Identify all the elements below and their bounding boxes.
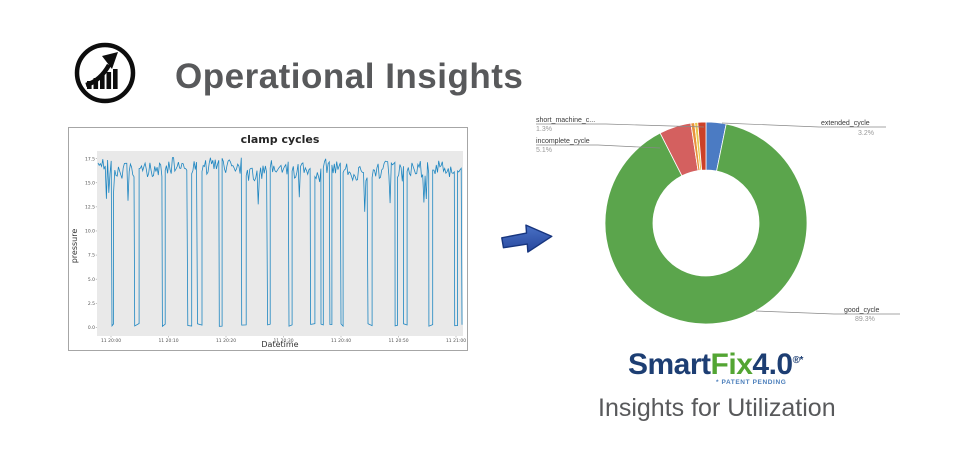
leader-line-good <box>755 310 900 315</box>
cycle-utilization-donut-chart: short_machine_c... 1.3% incomplete_cycle… <box>528 110 958 350</box>
label-extended-cycle: extended_cycle <box>821 120 870 127</box>
leader-line-short-machine <box>536 123 705 128</box>
leader-line-incomplete <box>536 144 661 149</box>
smartfix-logo: SmartFix4.0®* <box>628 348 803 382</box>
svg-text:10.0: 10.0 <box>85 229 95 235</box>
svg-text:7.5: 7.5 <box>88 253 95 259</box>
patent-pending-note: * PATENT PENDING <box>716 379 787 386</box>
svg-text:11 20:20: 11 20:20 <box>216 338 236 344</box>
pct-incomplete-cycle: 5.1% <box>536 147 552 154</box>
caption-insights-for-utilization: Insights for Utilization <box>598 394 836 422</box>
svg-text:11 20:30: 11 20:30 <box>273 338 293 344</box>
svg-text:11 20:50: 11 20:50 <box>388 338 408 344</box>
page-title: Operational Insights <box>175 57 524 96</box>
svg-text:0.0: 0.0 <box>88 325 95 331</box>
clamp-cycles-chart: clamp cycles pressure Datetime 17.5 15.0 1… <box>68 127 468 351</box>
y-axis-ticks: 17.5 15.0 12.5 10.0 7.5 5.0 2.5 0.0 <box>85 156 97 331</box>
pct-extended-cycle: 3.2% <box>858 130 874 137</box>
logo-version: 4.0 <box>752 348 793 381</box>
svg-text:11 21:00: 11 21:00 <box>446 338 466 344</box>
label-incomplete-cycle: incomplete_cycle <box>536 138 590 145</box>
svg-text:2.5: 2.5 <box>88 301 95 307</box>
leader-line-extended <box>721 122 886 128</box>
svg-text:15.0: 15.0 <box>85 180 95 186</box>
clamp-cycles-plot: clamp cycles pressure Datetime 17.515.01… <box>70 133 466 349</box>
svg-text:17.5: 17.5 <box>85 156 95 162</box>
pct-good-cycle: 89.3% <box>855 316 875 323</box>
donut-slice-good_cycle <box>604 123 808 325</box>
chart-title: clamp cycles <box>241 133 320 146</box>
donut-slice-short_machine_cycle <box>697 121 707 171</box>
svg-text:11 20:10: 11 20:10 <box>158 338 178 344</box>
plot-background <box>97 151 463 336</box>
label-good-cycle: good_cycle <box>844 307 880 314</box>
right-arrow-icon <box>501 224 553 253</box>
label-short-machine-cycle: short_machine_c... <box>536 117 595 124</box>
growth-chart-icon <box>74 42 136 104</box>
svg-text:11 20:00: 11 20:00 <box>101 338 121 344</box>
donut-slices <box>604 121 808 325</box>
logo-smart: Smart <box>628 348 711 381</box>
arrow-head <box>102 52 118 69</box>
pct-short-machine-cycle: 1.3% <box>536 126 552 133</box>
y-axis-label: pressure <box>70 229 79 264</box>
arrow-curve <box>85 63 111 88</box>
x-axis-ticks: 11 20:00 11 20:10 11 20:20 11 20:30 11 20:40… <box>101 336 466 344</box>
svg-text:12.5: 12.5 <box>85 204 95 210</box>
x-axis-label: Datetime <box>261 340 298 349</box>
svg-text:11 20:40: 11 20:40 <box>331 338 351 344</box>
pressure-signal-line <box>97 157 463 328</box>
logo-marks: ®* <box>792 355 804 366</box>
logo-fix: Fix <box>710 348 753 381</box>
svg-text:5.0: 5.0 <box>88 277 95 283</box>
